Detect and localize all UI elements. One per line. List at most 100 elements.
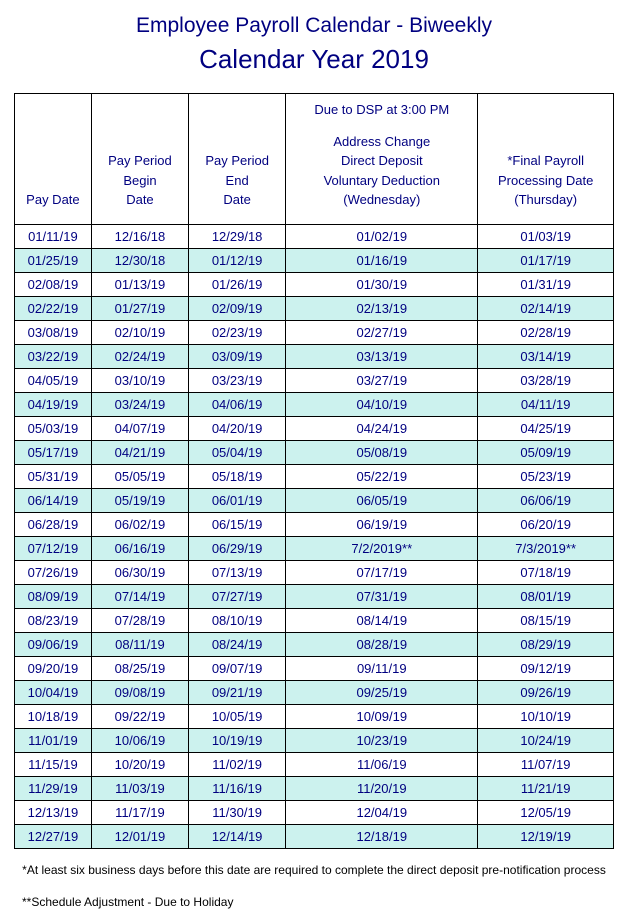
col-due-dsp-bottom: Address ChangeDirect DepositVoluntary De… <box>324 134 440 208</box>
table-cell: 01/27/19 <box>91 296 188 320</box>
table-cell: 09/11/19 <box>286 656 478 680</box>
table-cell: 03/14/19 <box>478 344 614 368</box>
table-cell: 02/09/19 <box>189 296 286 320</box>
table-cell: 11/16/19 <box>189 776 286 800</box>
table-cell: 04/24/19 <box>286 416 478 440</box>
table-cell: 05/31/19 <box>15 464 92 488</box>
table-cell: 02/27/19 <box>286 320 478 344</box>
table-cell: 09/06/19 <box>15 632 92 656</box>
page-title-1: Employee Payroll Calendar - Biweekly <box>14 14 614 38</box>
table-cell: 09/22/19 <box>91 704 188 728</box>
table-cell: 02/08/19 <box>15 272 92 296</box>
table-cell: 7/2/2019** <box>286 536 478 560</box>
table-cell: 03/24/19 <box>91 392 188 416</box>
table-cell: 09/08/19 <box>91 680 188 704</box>
table-row: 11/15/1910/20/1911/02/1911/06/1911/07/19 <box>15 752 614 776</box>
table-row: 01/25/1912/30/1801/12/1901/16/1901/17/19 <box>15 248 614 272</box>
table-cell: 03/08/19 <box>15 320 92 344</box>
table-row: 06/14/1905/19/1906/01/1906/05/1906/06/19 <box>15 488 614 512</box>
table-cell: 07/14/19 <box>91 584 188 608</box>
table-row: 03/08/1902/10/1902/23/1902/27/1902/28/19 <box>15 320 614 344</box>
table-cell: 12/30/18 <box>91 248 188 272</box>
table-cell: 12/19/19 <box>478 824 614 848</box>
table-cell: 04/07/19 <box>91 416 188 440</box>
col-period-begin: Pay PeriodBeginDate <box>91 94 188 225</box>
table-cell: 12/13/19 <box>15 800 92 824</box>
table-row: 04/19/1903/24/1904/06/1904/10/1904/11/19 <box>15 392 614 416</box>
table-cell: 10/06/19 <box>91 728 188 752</box>
table-cell: 06/30/19 <box>91 560 188 584</box>
table-row: 11/29/1911/03/1911/16/1911/20/1911/21/19 <box>15 776 614 800</box>
table-row: 03/22/1902/24/1903/09/1903/13/1903/14/19 <box>15 344 614 368</box>
table-cell: 07/31/19 <box>286 584 478 608</box>
table-cell: 01/25/19 <box>15 248 92 272</box>
table-cell: 07/17/19 <box>286 560 478 584</box>
table-row: 12/13/1911/17/1911/30/1912/04/1912/05/19 <box>15 800 614 824</box>
table-cell: 04/10/19 <box>286 392 478 416</box>
table-cell: 06/06/19 <box>478 488 614 512</box>
table-row: 09/20/1908/25/1909/07/1909/11/1909/12/19 <box>15 656 614 680</box>
table-cell: 04/11/19 <box>478 392 614 416</box>
table-row: 05/17/1904/21/1905/04/1905/08/1905/09/19 <box>15 440 614 464</box>
col-period-end: Pay PeriodEndDate <box>189 94 286 225</box>
table-cell: 05/09/19 <box>478 440 614 464</box>
table-cell: 10/10/19 <box>478 704 614 728</box>
table-cell: 06/28/19 <box>15 512 92 536</box>
table-row: 05/03/1904/07/1904/20/1904/24/1904/25/19 <box>15 416 614 440</box>
table-cell: 07/18/19 <box>478 560 614 584</box>
table-cell: 06/15/19 <box>189 512 286 536</box>
table-row: 07/12/1906/16/1906/29/197/2/2019**7/3/20… <box>15 536 614 560</box>
table-cell: 11/21/19 <box>478 776 614 800</box>
table-cell: 11/17/19 <box>91 800 188 824</box>
table-row: 04/05/1903/10/1903/23/1903/27/1903/28/19 <box>15 368 614 392</box>
col-final-processing: *Final PayrollProcessing Date(Thursday) <box>478 94 614 225</box>
table-cell: 05/23/19 <box>478 464 614 488</box>
table-cell: 01/31/19 <box>478 272 614 296</box>
table-row: 08/09/1907/14/1907/27/1907/31/1908/01/19 <box>15 584 614 608</box>
table-cell: 12/27/19 <box>15 824 92 848</box>
table-cell: 05/18/19 <box>189 464 286 488</box>
table-cell: 05/04/19 <box>189 440 286 464</box>
table-cell: 10/20/19 <box>91 752 188 776</box>
table-cell: 05/17/19 <box>15 440 92 464</box>
table-cell: 11/06/19 <box>286 752 478 776</box>
table-cell: 01/13/19 <box>91 272 188 296</box>
col-pay-date: Pay Date <box>15 94 92 225</box>
table-cell: 09/25/19 <box>286 680 478 704</box>
table-row: 07/26/1906/30/1907/13/1907/17/1907/18/19 <box>15 560 614 584</box>
table-cell: 01/26/19 <box>189 272 286 296</box>
table-cell: 08/25/19 <box>91 656 188 680</box>
table-cell: 01/02/19 <box>286 224 478 248</box>
table-cell: 01/03/19 <box>478 224 614 248</box>
table-cell: 11/07/19 <box>478 752 614 776</box>
table-cell: 10/09/19 <box>286 704 478 728</box>
table-cell: 11/03/19 <box>91 776 188 800</box>
table-cell: 03/10/19 <box>91 368 188 392</box>
table-cell: 08/01/19 <box>478 584 614 608</box>
table-cell: 08/23/19 <box>15 608 92 632</box>
table-header-row: Pay Date Pay PeriodBeginDate Pay PeriodE… <box>15 94 614 225</box>
table-cell: 08/15/19 <box>478 608 614 632</box>
table-cell: 03/09/19 <box>189 344 286 368</box>
table-cell: 04/05/19 <box>15 368 92 392</box>
table-cell: 07/27/19 <box>189 584 286 608</box>
table-cell: 08/11/19 <box>91 632 188 656</box>
table-cell: 04/19/19 <box>15 392 92 416</box>
table-cell: 04/21/19 <box>91 440 188 464</box>
table-cell: 04/25/19 <box>478 416 614 440</box>
table-cell: 03/13/19 <box>286 344 478 368</box>
table-cell: 10/19/19 <box>189 728 286 752</box>
table-cell: 02/22/19 <box>15 296 92 320</box>
table-cell: 12/04/19 <box>286 800 478 824</box>
table-cell: 06/02/19 <box>91 512 188 536</box>
table-cell: 08/24/19 <box>189 632 286 656</box>
table-cell: 11/01/19 <box>15 728 92 752</box>
table-cell: 10/05/19 <box>189 704 286 728</box>
table-cell: 12/01/19 <box>91 824 188 848</box>
table-cell: 08/28/19 <box>286 632 478 656</box>
footnote-1: *At least six business days before this … <box>22 863 606 877</box>
table-cell: 06/14/19 <box>15 488 92 512</box>
table-cell: 11/30/19 <box>189 800 286 824</box>
table-cell: 04/06/19 <box>189 392 286 416</box>
table-cell: 01/17/19 <box>478 248 614 272</box>
